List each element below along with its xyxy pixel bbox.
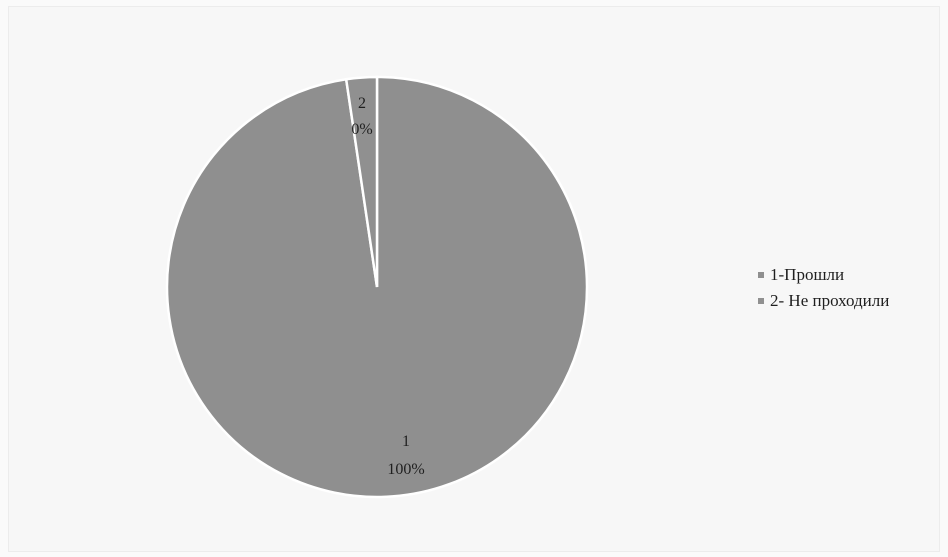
pie-slice-2 xyxy=(344,75,379,288)
legend-swatch-1 xyxy=(758,272,764,278)
legend-label-1: 1-Прошли xyxy=(770,265,845,284)
legend-item-2: 2- Не проходили xyxy=(758,288,889,314)
slice-2-percent-label: 0% xyxy=(351,121,372,138)
legend-item-1: 1-Прошли xyxy=(758,262,889,288)
slice-1-percent-label: 100% xyxy=(387,461,424,478)
legend-swatch-2 xyxy=(758,298,764,304)
chart-legend: 1-Прошли 2- Не проходили xyxy=(758,262,889,314)
slice-1-category-label: 1 xyxy=(402,433,410,450)
slice-2-category-label: 2 xyxy=(358,95,366,112)
legend-label-2: 2- Не проходили xyxy=(770,291,890,310)
pie-slices xyxy=(165,75,589,499)
